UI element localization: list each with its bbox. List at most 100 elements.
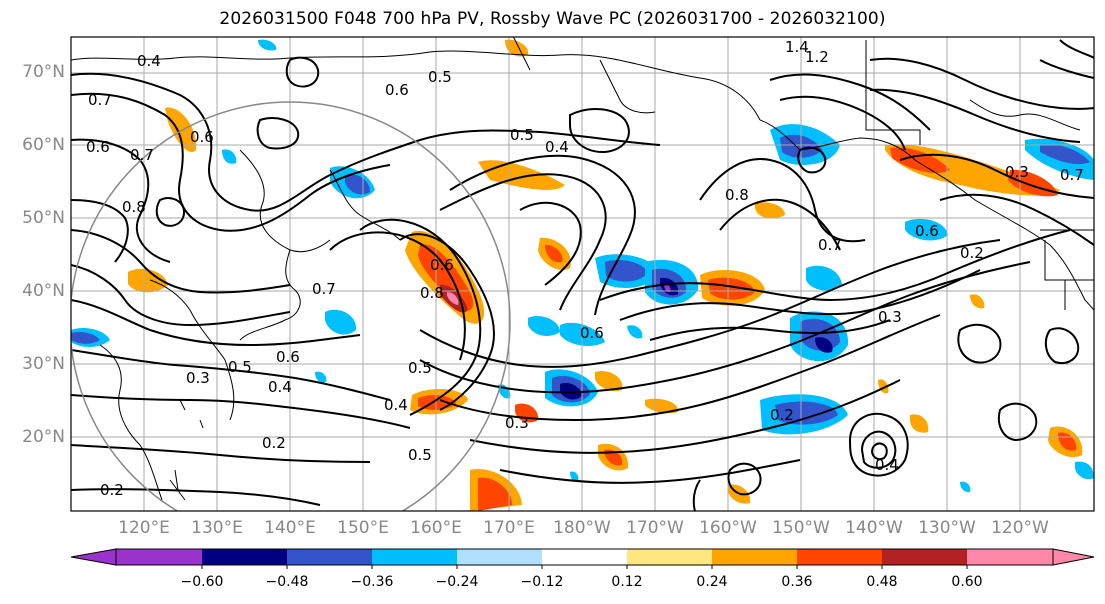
contour-label: 0.8 (420, 284, 444, 302)
contour-label: 0.4 (384, 396, 408, 414)
contour-label: 0.6 (430, 256, 454, 274)
colorbar-segment (542, 549, 627, 565)
lon-label-120w: 120°W (991, 518, 1049, 538)
lat-label-20n: 20°N (22, 427, 65, 447)
colorbar-extend-low (70, 548, 117, 566)
contour-label: 0.6 (276, 348, 300, 366)
negative-anomaly (664, 283, 671, 292)
positive-anomaly (505, 39, 529, 57)
positive-anomaly (890, 147, 950, 173)
negative-anomaly (960, 481, 971, 493)
colorbar-segment (287, 549, 372, 565)
contour-label: 0.5 (510, 126, 534, 144)
negative-anomaly (806, 265, 842, 291)
contour-label: 0.8 (725, 186, 749, 204)
map-border (70, 36, 1095, 512)
colorbar-segment (712, 549, 797, 565)
colorbar-tick-label: 0.36 (781, 574, 813, 590)
contour-label: 0.2 (960, 244, 984, 262)
positive-anomaly (545, 244, 563, 263)
lon-label-140w: 140°W (845, 518, 903, 538)
positive-anomaly (970, 294, 985, 309)
contour-label: 0.4 (137, 52, 161, 70)
colorbar-tick-label: −0.60 (180, 574, 224, 590)
lon-label-130w: 130°W (918, 518, 976, 538)
lon-label-160w: 160°W (699, 518, 757, 538)
contour-label: 1.2 (805, 48, 829, 66)
lon-label-120e: 120°E (118, 518, 170, 538)
lat-label-60n: 60°N (22, 135, 65, 155)
colorbar (70, 548, 1095, 569)
colorbar-segment (116, 549, 202, 565)
positive-anomaly (910, 414, 929, 433)
negative-anomaly (222, 149, 237, 164)
lat-label-70n: 70°N (22, 62, 65, 82)
contour-label: 0.3 (878, 308, 902, 326)
colorbar-segment (797, 549, 882, 565)
contour-label: 0.5 (228, 358, 252, 376)
lat-label-40n: 40°N (22, 281, 65, 301)
colorbar-tick-label: −0.48 (265, 574, 309, 590)
negative-anomaly (905, 218, 948, 241)
colorbar-segment (202, 549, 287, 565)
coastlines (71, 37, 1094, 501)
lat-label-30n: 30°N (22, 354, 65, 374)
positive-anomaly (645, 398, 679, 414)
positive-anomaly (478, 160, 565, 190)
positive-anomaly (755, 202, 785, 219)
negative-anomaly (315, 371, 327, 383)
colorbar-segment (627, 549, 712, 565)
contour-label: 0.4 (268, 378, 292, 396)
negative-anomaly (71, 331, 100, 344)
negative-anomaly (775, 401, 838, 425)
negative-anomaly (1075, 461, 1094, 480)
negative-anomaly (1040, 144, 1090, 165)
graticule (71, 37, 1094, 511)
colorbar-tick-label: 0.48 (866, 574, 898, 590)
contour-label: 0.3 (505, 414, 529, 432)
contour-label: 0.8 (122, 198, 146, 216)
colorbar-segment (372, 549, 457, 565)
contour-label-group: 0.4 0.5 0.7 0.6 0.7 0.8 0.6 0.5 0.4 0.3 … (86, 38, 1084, 499)
contour-label: 0.5 (428, 68, 452, 86)
plot-title: 2026031500 F048 700 hPa PV, Rossby Wave … (219, 9, 886, 29)
positive-anomaly (128, 268, 168, 293)
contour-label: 0.3 (1005, 163, 1029, 181)
pv-shading (71, 39, 1094, 511)
contour-label: 0.5 (408, 359, 432, 377)
lon-label-150e: 150°E (337, 518, 389, 538)
contour-label: 0.3 (186, 369, 210, 387)
contour-label: 0.7 (1060, 166, 1084, 184)
contour-label: 0.7 (312, 280, 336, 298)
contour-label: 0.6 (86, 138, 110, 156)
negative-anomaly (560, 382, 582, 400)
reference-circle (71, 101, 511, 511)
colorbar-tick-label: −0.12 (520, 574, 564, 590)
contour-label: 0.4 (875, 456, 899, 474)
negative-anomaly (570, 471, 579, 483)
colorbar-extend-high (1052, 548, 1095, 566)
lon-label-150w: 150°W (772, 518, 830, 538)
positive-anomaly (165, 107, 197, 152)
lon-label-130e: 130°E (191, 518, 243, 538)
lon-label-180w: 180°W (553, 518, 611, 538)
contour-label: 0.7 (818, 236, 842, 254)
negative-anomaly (528, 315, 560, 336)
lon-label-170e: 170°E (483, 518, 535, 538)
pv-contours (71, 39, 1094, 511)
contour-label: 0.6 (190, 128, 214, 146)
negative-anomaly (325, 309, 357, 335)
lat-label-50n: 50°N (22, 208, 65, 228)
contour-label: 0.7 (130, 146, 154, 164)
contour-label: 1.4 (785, 38, 809, 56)
contour-label: 0.5 (408, 446, 432, 464)
positive-anomaly (604, 449, 623, 466)
colorbar-segment (967, 549, 1053, 565)
colorbar-tick-label: −0.24 (435, 574, 479, 590)
positive-anomaly (446, 292, 459, 305)
negative-anomaly (258, 39, 277, 51)
contour-label: 0.2 (770, 406, 794, 424)
lon-label-170w: 170°W (626, 518, 684, 538)
colorbar-tick-label: −0.36 (350, 574, 394, 590)
